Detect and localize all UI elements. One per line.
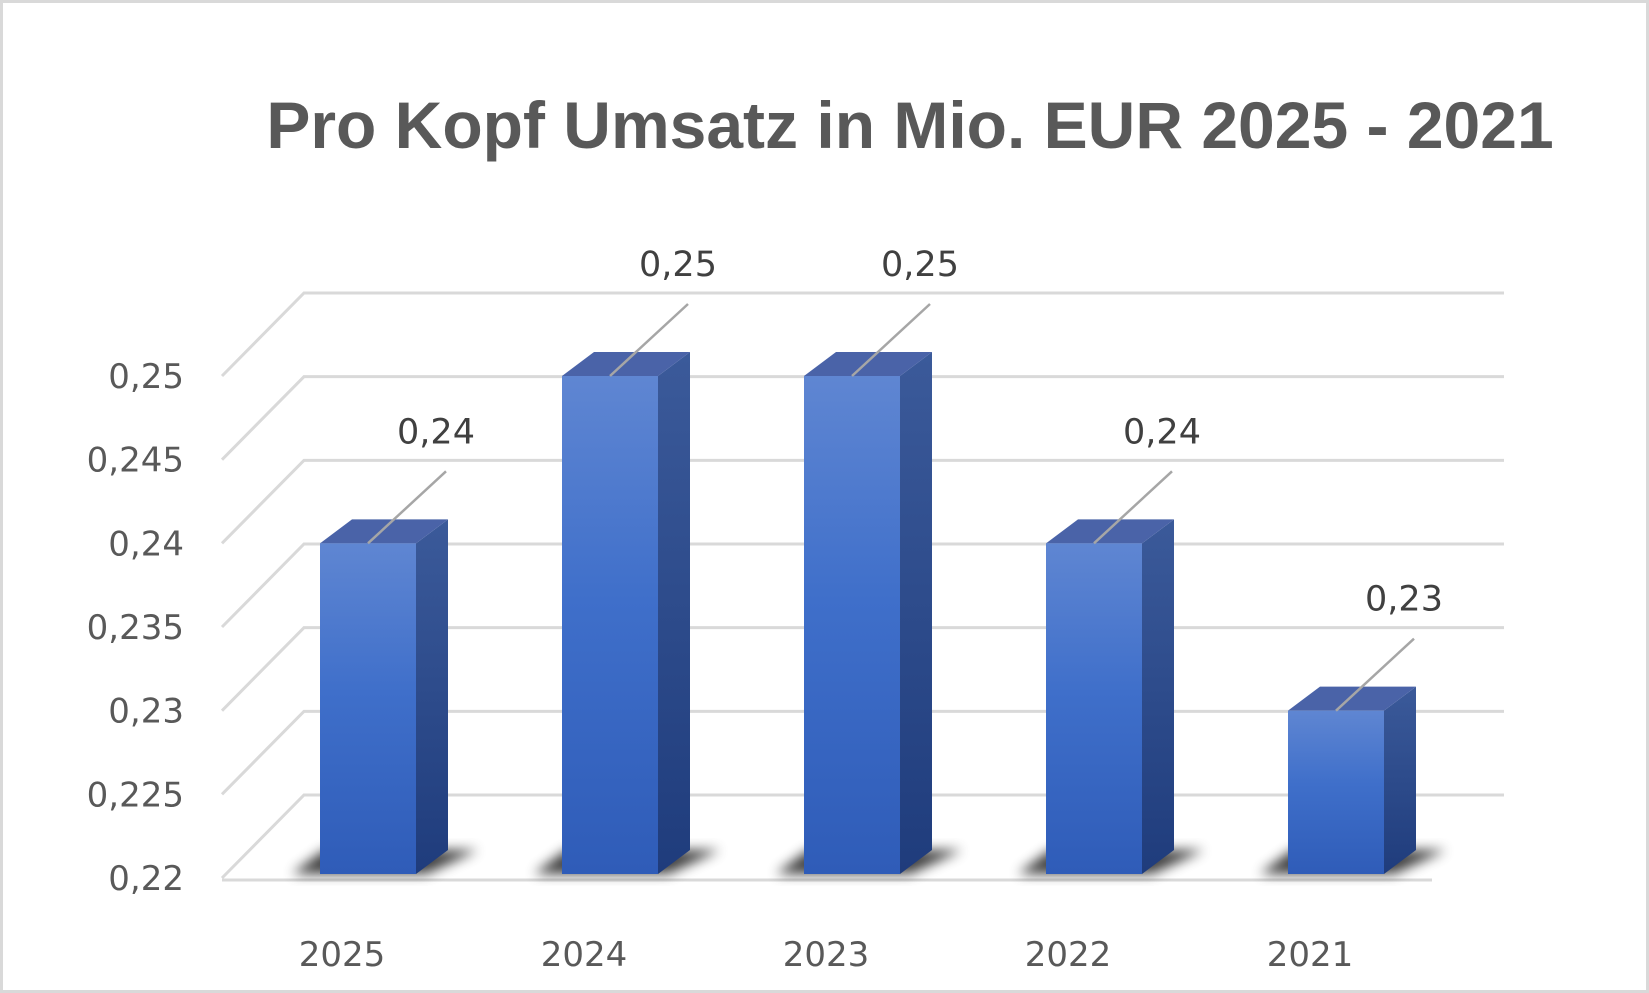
data-label: 0,24 [1123,412,1201,452]
bar-side [900,352,932,874]
bar-top [1288,686,1416,711]
data-label: 0,23 [1365,580,1443,620]
bar-front [1288,710,1384,874]
data-labels: 0,24 0,25 0,25 0,24 0,23 [397,245,1443,620]
bar-front [1046,543,1142,874]
x-axis-categories: 2025 2024 2023 2022 2021 [299,935,1354,975]
y-tick-label: 0,24 [108,524,184,564]
data-label: 0,24 [397,412,475,452]
leader-line [367,470,447,545]
y-axis-ticks: 0,22 0,225 0,23 0,235 0,24 0,245 0,25 [87,357,184,899]
leader-line [609,303,689,377]
x-tick-label: 2024 [541,935,628,975]
x-tick-label: 2021 [1267,935,1354,975]
data-label-leaders [367,303,1415,712]
grid-line [220,375,1504,461]
y-tick-label: 0,245 [87,441,184,481]
y-tick-label: 0,22 [108,859,184,899]
bar-top [1046,519,1174,544]
bar-front [562,376,658,874]
x-tick-label: 2025 [299,935,386,975]
bar-side [1384,686,1416,874]
bar-front [804,376,900,874]
x-tick-label: 2023 [783,935,870,975]
bar-side [1142,519,1174,874]
y-tick-label: 0,225 [87,775,184,815]
bar-front [320,543,416,874]
bar-top [804,352,932,376]
grid-line [220,291,1504,378]
bar [1260,686,1446,874]
bar-top [320,519,448,544]
bar-side [416,519,448,874]
bar-top [562,352,690,376]
bar [776,352,962,874]
leader-line [1093,470,1173,545]
leader-line [851,303,931,377]
bars [292,352,1446,874]
bar [534,352,720,874]
bar [292,519,478,874]
bar-side [658,352,690,874]
leader-line [1335,637,1415,712]
y-tick-label: 0,25 [108,357,184,397]
y-tick-label: 0,235 [87,608,184,648]
y-tick-label: 0,23 [108,692,184,732]
x-tick-label: 2022 [1025,935,1112,975]
bar [1018,519,1204,874]
data-label: 0,25 [639,245,717,285]
grid-line [220,458,1504,545]
data-label: 0,25 [881,245,959,285]
chart-title: Pro Kopf Umsatz in Mio. EUR 2025 - 2021 [266,88,1553,162]
